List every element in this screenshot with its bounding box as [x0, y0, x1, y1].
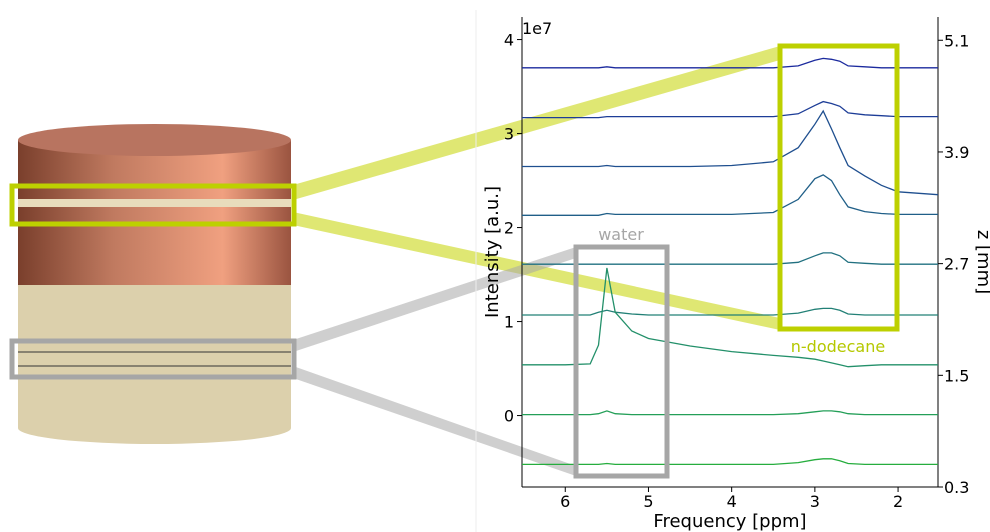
spectrum-line — [522, 175, 938, 215]
y-multiplier: 1e7 — [522, 19, 552, 38]
x-tick-label: 4 — [727, 492, 737, 511]
figure: 0 1 2 3 4 0.3 1.5 2.7 3.9 5.1 6 5 4 3 2 water n-dodeca… — [0, 0, 990, 532]
y2-axis-label: z [mm] — [973, 230, 990, 294]
annotation: water — [598, 225, 644, 244]
sample-base — [18, 412, 291, 444]
x-tick-label: 6 — [560, 492, 570, 511]
y-tick-label: 1 — [504, 313, 514, 332]
y2-tick-label: 2.7 — [944, 255, 969, 274]
copper-sleeve — [18, 140, 291, 285]
y-tick-label: 2 — [504, 219, 514, 238]
x-tick-label: 3 — [810, 492, 820, 511]
spectrum-line — [522, 111, 938, 195]
spectrum-line — [522, 411, 938, 415]
zoom-connector — [293, 46, 780, 200]
zoom-connector — [293, 366, 576, 476]
spectrum-line — [522, 459, 938, 465]
slice-layer — [18, 199, 291, 207]
y2-tick-label: 0.3 — [944, 478, 969, 497]
y2-tick-label: 1.5 — [944, 366, 969, 385]
dodecane-box — [780, 46, 897, 329]
zoom-connector — [293, 247, 576, 352]
y2-tick-label: 5.1 — [944, 31, 969, 50]
spectrum-line — [522, 253, 938, 264]
y-tick-label: 0 — [504, 407, 514, 426]
annotation: n-dodecane — [791, 337, 885, 356]
x-axis-label: Frequency [ppm] — [653, 511, 806, 532]
y-tick-label: 4 — [504, 31, 514, 50]
copper-top — [18, 124, 291, 156]
y-axis-label: Intensity [a.u.] — [482, 186, 503, 318]
y-tick-label: 3 — [504, 125, 514, 144]
sample-body — [18, 285, 291, 428]
x-tick-label: 2 — [893, 492, 903, 511]
x-tick-label: 5 — [643, 492, 653, 511]
y2-tick-label: 3.9 — [944, 143, 969, 162]
